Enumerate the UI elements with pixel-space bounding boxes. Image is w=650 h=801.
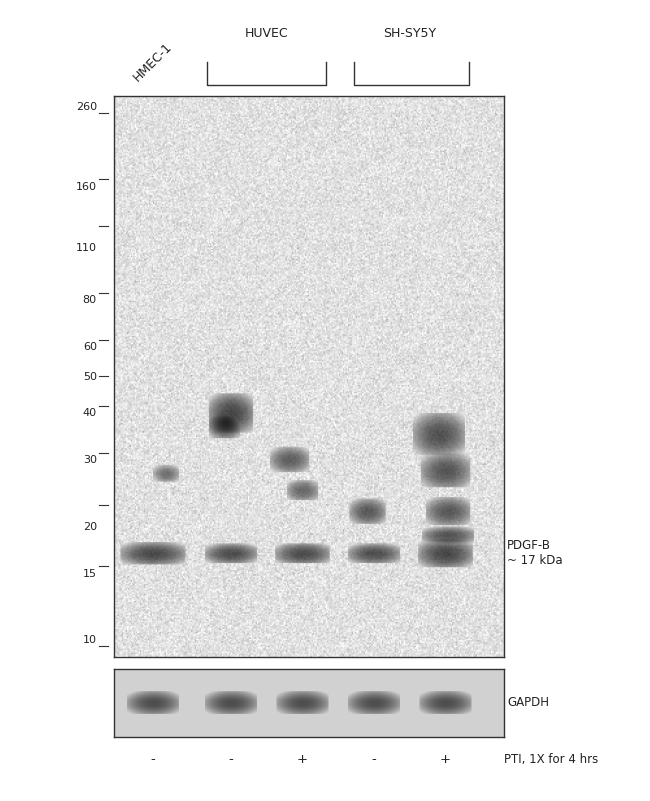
Text: 10: 10 xyxy=(83,635,97,645)
Text: GAPDH: GAPDH xyxy=(507,696,549,710)
Text: 30: 30 xyxy=(83,456,97,465)
Text: HMEC-1: HMEC-1 xyxy=(131,40,175,84)
Text: -: - xyxy=(371,753,376,766)
Text: 20: 20 xyxy=(83,521,97,532)
Text: +: + xyxy=(297,753,307,766)
Text: 80: 80 xyxy=(83,295,97,305)
Text: 60: 60 xyxy=(83,342,97,352)
Text: 160: 160 xyxy=(76,182,97,191)
Text: -: - xyxy=(150,753,155,766)
Text: 260: 260 xyxy=(75,103,97,112)
Text: HUVEC: HUVEC xyxy=(244,27,289,40)
Text: 15: 15 xyxy=(83,569,97,578)
Text: 110: 110 xyxy=(76,243,97,253)
Text: +: + xyxy=(440,753,450,766)
Text: SH-SY5Y: SH-SY5Y xyxy=(383,27,436,40)
Text: PDGF-B
~ 17 kDa: PDGF-B ~ 17 kDa xyxy=(507,539,563,567)
Text: PTI, 1X for 4 hrs: PTI, 1X for 4 hrs xyxy=(504,753,598,766)
Text: 40: 40 xyxy=(83,409,97,418)
Text: 50: 50 xyxy=(83,372,97,382)
Text: -: - xyxy=(228,753,233,766)
